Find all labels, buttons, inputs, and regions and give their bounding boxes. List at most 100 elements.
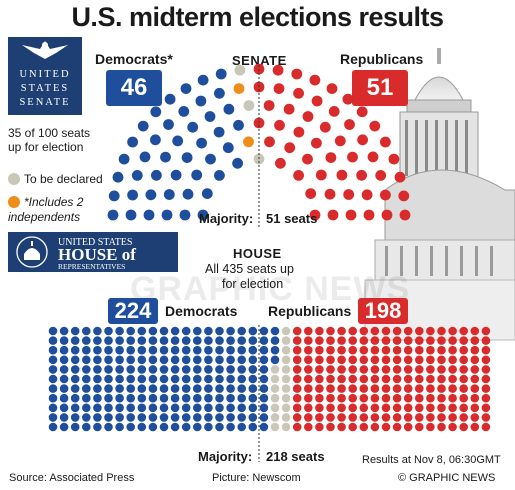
house-seat-dot bbox=[481, 374, 491, 384]
house-seat-dot bbox=[270, 374, 280, 384]
house-seat-dot bbox=[459, 374, 469, 384]
senate-seat-dot bbox=[328, 106, 340, 117]
house-seat-dot bbox=[82, 393, 91, 403]
house-seat-dot bbox=[170, 365, 180, 374]
house-seat-dot bbox=[326, 374, 335, 384]
house-seat-dot bbox=[137, 403, 147, 413]
house-seat-dot bbox=[337, 422, 346, 432]
house-seat-dot bbox=[281, 374, 291, 384]
house-seat-dot bbox=[226, 326, 235, 336]
house-seat-dot bbox=[370, 345, 380, 355]
house-seat-dot bbox=[193, 393, 202, 403]
house-seat-dot bbox=[315, 374, 324, 384]
house-seat-dot bbox=[181, 413, 191, 422]
house-seat-dot bbox=[381, 403, 391, 413]
house-seat-dot bbox=[181, 365, 191, 374]
house-seat-dot bbox=[415, 393, 424, 403]
house-seat-dot bbox=[126, 355, 135, 365]
house-seat-dot bbox=[415, 403, 424, 413]
house-seat-dot bbox=[304, 336, 313, 345]
house-seat-dot bbox=[359, 355, 369, 365]
senate-seat-dot bbox=[305, 188, 317, 200]
house-seat-dot bbox=[204, 326, 213, 336]
house-seat-dot bbox=[48, 413, 58, 422]
house-seat-dot bbox=[193, 422, 202, 432]
house-seat-dot bbox=[415, 326, 424, 336]
house-seat-dot bbox=[326, 422, 335, 432]
house-seat-dot bbox=[370, 326, 380, 336]
house-seat-dot bbox=[292, 355, 302, 365]
house-seats-up-line-2: for election bbox=[222, 277, 284, 291]
house-seat-dot bbox=[104, 365, 113, 374]
house-seat-dot bbox=[370, 422, 380, 432]
house-seat-dot bbox=[237, 365, 246, 374]
house-seat-dot bbox=[215, 355, 224, 365]
house-seat-dot bbox=[248, 336, 258, 345]
house-seat-dot bbox=[159, 422, 169, 432]
house-seat-dot bbox=[237, 413, 246, 422]
house-seat-dot bbox=[392, 393, 402, 403]
senate-seat-dot bbox=[283, 103, 295, 115]
senate-logo-line-2: STATES bbox=[20, 83, 70, 94]
house-seat-dot bbox=[326, 326, 335, 336]
house-seat-dot bbox=[104, 336, 113, 345]
senate-seat-dot bbox=[357, 134, 368, 146]
house-seat-dot bbox=[215, 403, 224, 413]
house-seat-dot bbox=[126, 365, 135, 374]
house-seat-dot bbox=[226, 355, 235, 365]
house-seat-dot bbox=[259, 336, 269, 345]
house-seat-dot bbox=[48, 345, 58, 355]
house-seat-dot bbox=[159, 336, 169, 345]
senate-seat-dot bbox=[380, 136, 391, 148]
senate-democrats-label: Democrats* bbox=[95, 51, 173, 67]
house-seat-dot bbox=[237, 336, 246, 345]
senate-seat-dot bbox=[302, 153, 313, 165]
senate-seat-dot bbox=[274, 119, 285, 131]
house-seat-dot bbox=[237, 403, 246, 413]
house-seat-dot bbox=[459, 384, 469, 393]
senate-seat-dot bbox=[160, 151, 171, 163]
house-seat-dot bbox=[248, 413, 258, 422]
house-seat-dot bbox=[82, 403, 91, 413]
house-seat-dot bbox=[459, 345, 469, 355]
house-seat-dot bbox=[159, 413, 169, 422]
senate-seat-dot bbox=[398, 190, 410, 202]
house-seat-dot bbox=[481, 326, 491, 336]
senate-seat-dot bbox=[309, 209, 321, 221]
house-seat-dot bbox=[315, 403, 324, 413]
house-seat-dot bbox=[170, 374, 180, 384]
house-seat-dot bbox=[215, 384, 224, 393]
senate-seat-dot bbox=[293, 126, 305, 138]
house-seat-dot bbox=[437, 403, 446, 413]
senate-majority-label: Majority: bbox=[199, 211, 254, 226]
house-seat-dot bbox=[248, 422, 258, 432]
house-seat-dot bbox=[115, 403, 124, 413]
senate-seat-dot bbox=[380, 189, 391, 201]
house-seat-dot bbox=[359, 393, 369, 403]
house-seat-dot bbox=[403, 393, 413, 403]
house-seat-dot bbox=[159, 345, 169, 355]
house-seat-dot bbox=[259, 345, 269, 355]
house-seat-dot bbox=[204, 384, 213, 393]
house-seat-dot bbox=[281, 336, 291, 345]
results-timestamp: Results at Nov 8, 06:30GMT bbox=[362, 454, 501, 466]
senate-seat-dot bbox=[196, 137, 208, 149]
house-seat-dot bbox=[215, 413, 224, 422]
house-seat-dot bbox=[115, 374, 124, 384]
house-seat-dot bbox=[326, 365, 335, 374]
house-seat-dot bbox=[437, 384, 446, 393]
house-seat-dot bbox=[226, 403, 235, 413]
house-seat-dot bbox=[148, 365, 158, 374]
house-seat-dot bbox=[59, 422, 69, 432]
house-majority-value: 218 seats bbox=[266, 449, 325, 464]
house-seat-dot bbox=[148, 393, 158, 403]
house-seat-dot bbox=[259, 403, 269, 413]
house-seat-dot bbox=[304, 345, 313, 355]
house-seat-dot bbox=[270, 403, 280, 413]
house-seat-dot bbox=[148, 345, 158, 355]
house-seat-dot bbox=[126, 393, 135, 403]
house-seat-dot bbox=[392, 326, 402, 336]
house-seat-dot bbox=[304, 422, 313, 432]
house-seat-dot bbox=[415, 365, 424, 374]
